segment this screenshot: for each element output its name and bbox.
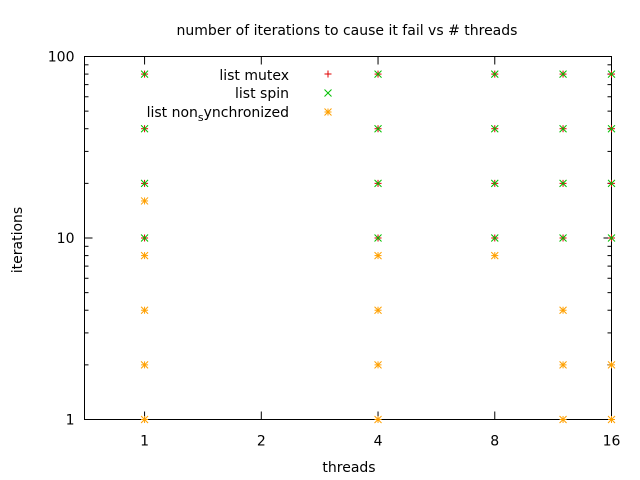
legend-label-part-2: ynchronized (204, 105, 289, 121)
data-point-series-2 (559, 361, 567, 369)
x-tick-label: 1 (140, 434, 149, 450)
x-tick-label: 8 (490, 434, 499, 450)
data-point-series-2 (374, 361, 382, 369)
data-point-series-1 (559, 70, 567, 78)
data-point-series-1 (607, 70, 616, 78)
legend-entry-list-nonsynchronized: list nonsynchronized (147, 105, 332, 124)
data-point-series-2 (559, 306, 567, 315)
legend-marker-symbol (324, 108, 332, 116)
data-point-series-1 (374, 124, 382, 133)
data-point-series-1 (490, 179, 499, 188)
legend: list mutex list spin list nonsynchronize… (147, 68, 332, 124)
data-points (140, 70, 616, 424)
x-ticks: 1 2 4 8 16 (140, 56, 621, 450)
y-axis-label: iterations (10, 207, 26, 273)
legend-label-subscript: s (198, 111, 204, 124)
data-point-series-2 (140, 251, 149, 260)
data-point-series-1 (140, 234, 149, 242)
x-tick-label: 4 (374, 434, 383, 450)
data-point-series-1 (559, 234, 567, 242)
data-point-series-1 (140, 179, 149, 188)
data-point-series-1 (559, 124, 567, 133)
y-tick-label: 10 (57, 231, 75, 247)
data-point-series-1 (607, 124, 616, 133)
y-tick-label: 1 (66, 413, 75, 429)
plot-area: 1 10 100 1 2 4 8 16 (48, 50, 621, 450)
legend-marker-symbol (324, 89, 332, 97)
data-point-series-1 (559, 179, 567, 188)
legend-label-list-nonsynchronized: list nonsynchronized (147, 105, 289, 124)
chart-title: number of iterations to cause it fail vs… (177, 23, 518, 39)
x-tick-label: 2 (257, 434, 266, 450)
data-point-series-1 (490, 234, 499, 242)
data-point-series-2 (607, 415, 616, 424)
data-point-series-2 (374, 306, 382, 315)
data-point-series-2 (490, 251, 499, 260)
data-point-series-2 (559, 415, 567, 424)
data-point-series-1 (374, 179, 382, 188)
data-point-series-2 (607, 361, 616, 369)
data-point-series-1 (140, 124, 149, 133)
legend-entry-list-spin: list spin (235, 86, 332, 102)
data-point-series-1 (374, 234, 382, 242)
y-ticks: 1 10 100 (48, 50, 612, 429)
legend-label-list-spin: list spin (235, 86, 289, 102)
data-point-series-2 (140, 415, 149, 424)
data-point-series-1 (607, 179, 616, 188)
legend-label-list-mutex: list mutex (219, 68, 289, 84)
legend-entry-list-mutex: list mutex (219, 68, 332, 84)
x-axis-label: threads (322, 460, 375, 476)
x-tick-label: 16 (603, 434, 621, 450)
data-point-series-2 (374, 251, 382, 260)
data-point-series-2 (140, 197, 149, 205)
legend-marker-list-spin (324, 89, 332, 97)
data-point-series-2 (140, 306, 149, 315)
data-point-series-1 (140, 70, 149, 78)
data-point-series-1 (374, 70, 382, 78)
legend-label-part-1: list non (147, 105, 198, 121)
data-point-series-1 (607, 234, 616, 242)
legend-marker-list-nonsynchronized (324, 108, 332, 116)
legend-marker-list-mutex (324, 70, 332, 78)
y-tick-label: 100 (48, 50, 75, 66)
data-point-series-2 (140, 361, 149, 369)
data-point-series-1 (490, 70, 499, 78)
data-point-series-2 (374, 415, 382, 424)
data-point-series-1 (490, 124, 499, 133)
legend-marker-symbol (324, 70, 332, 78)
